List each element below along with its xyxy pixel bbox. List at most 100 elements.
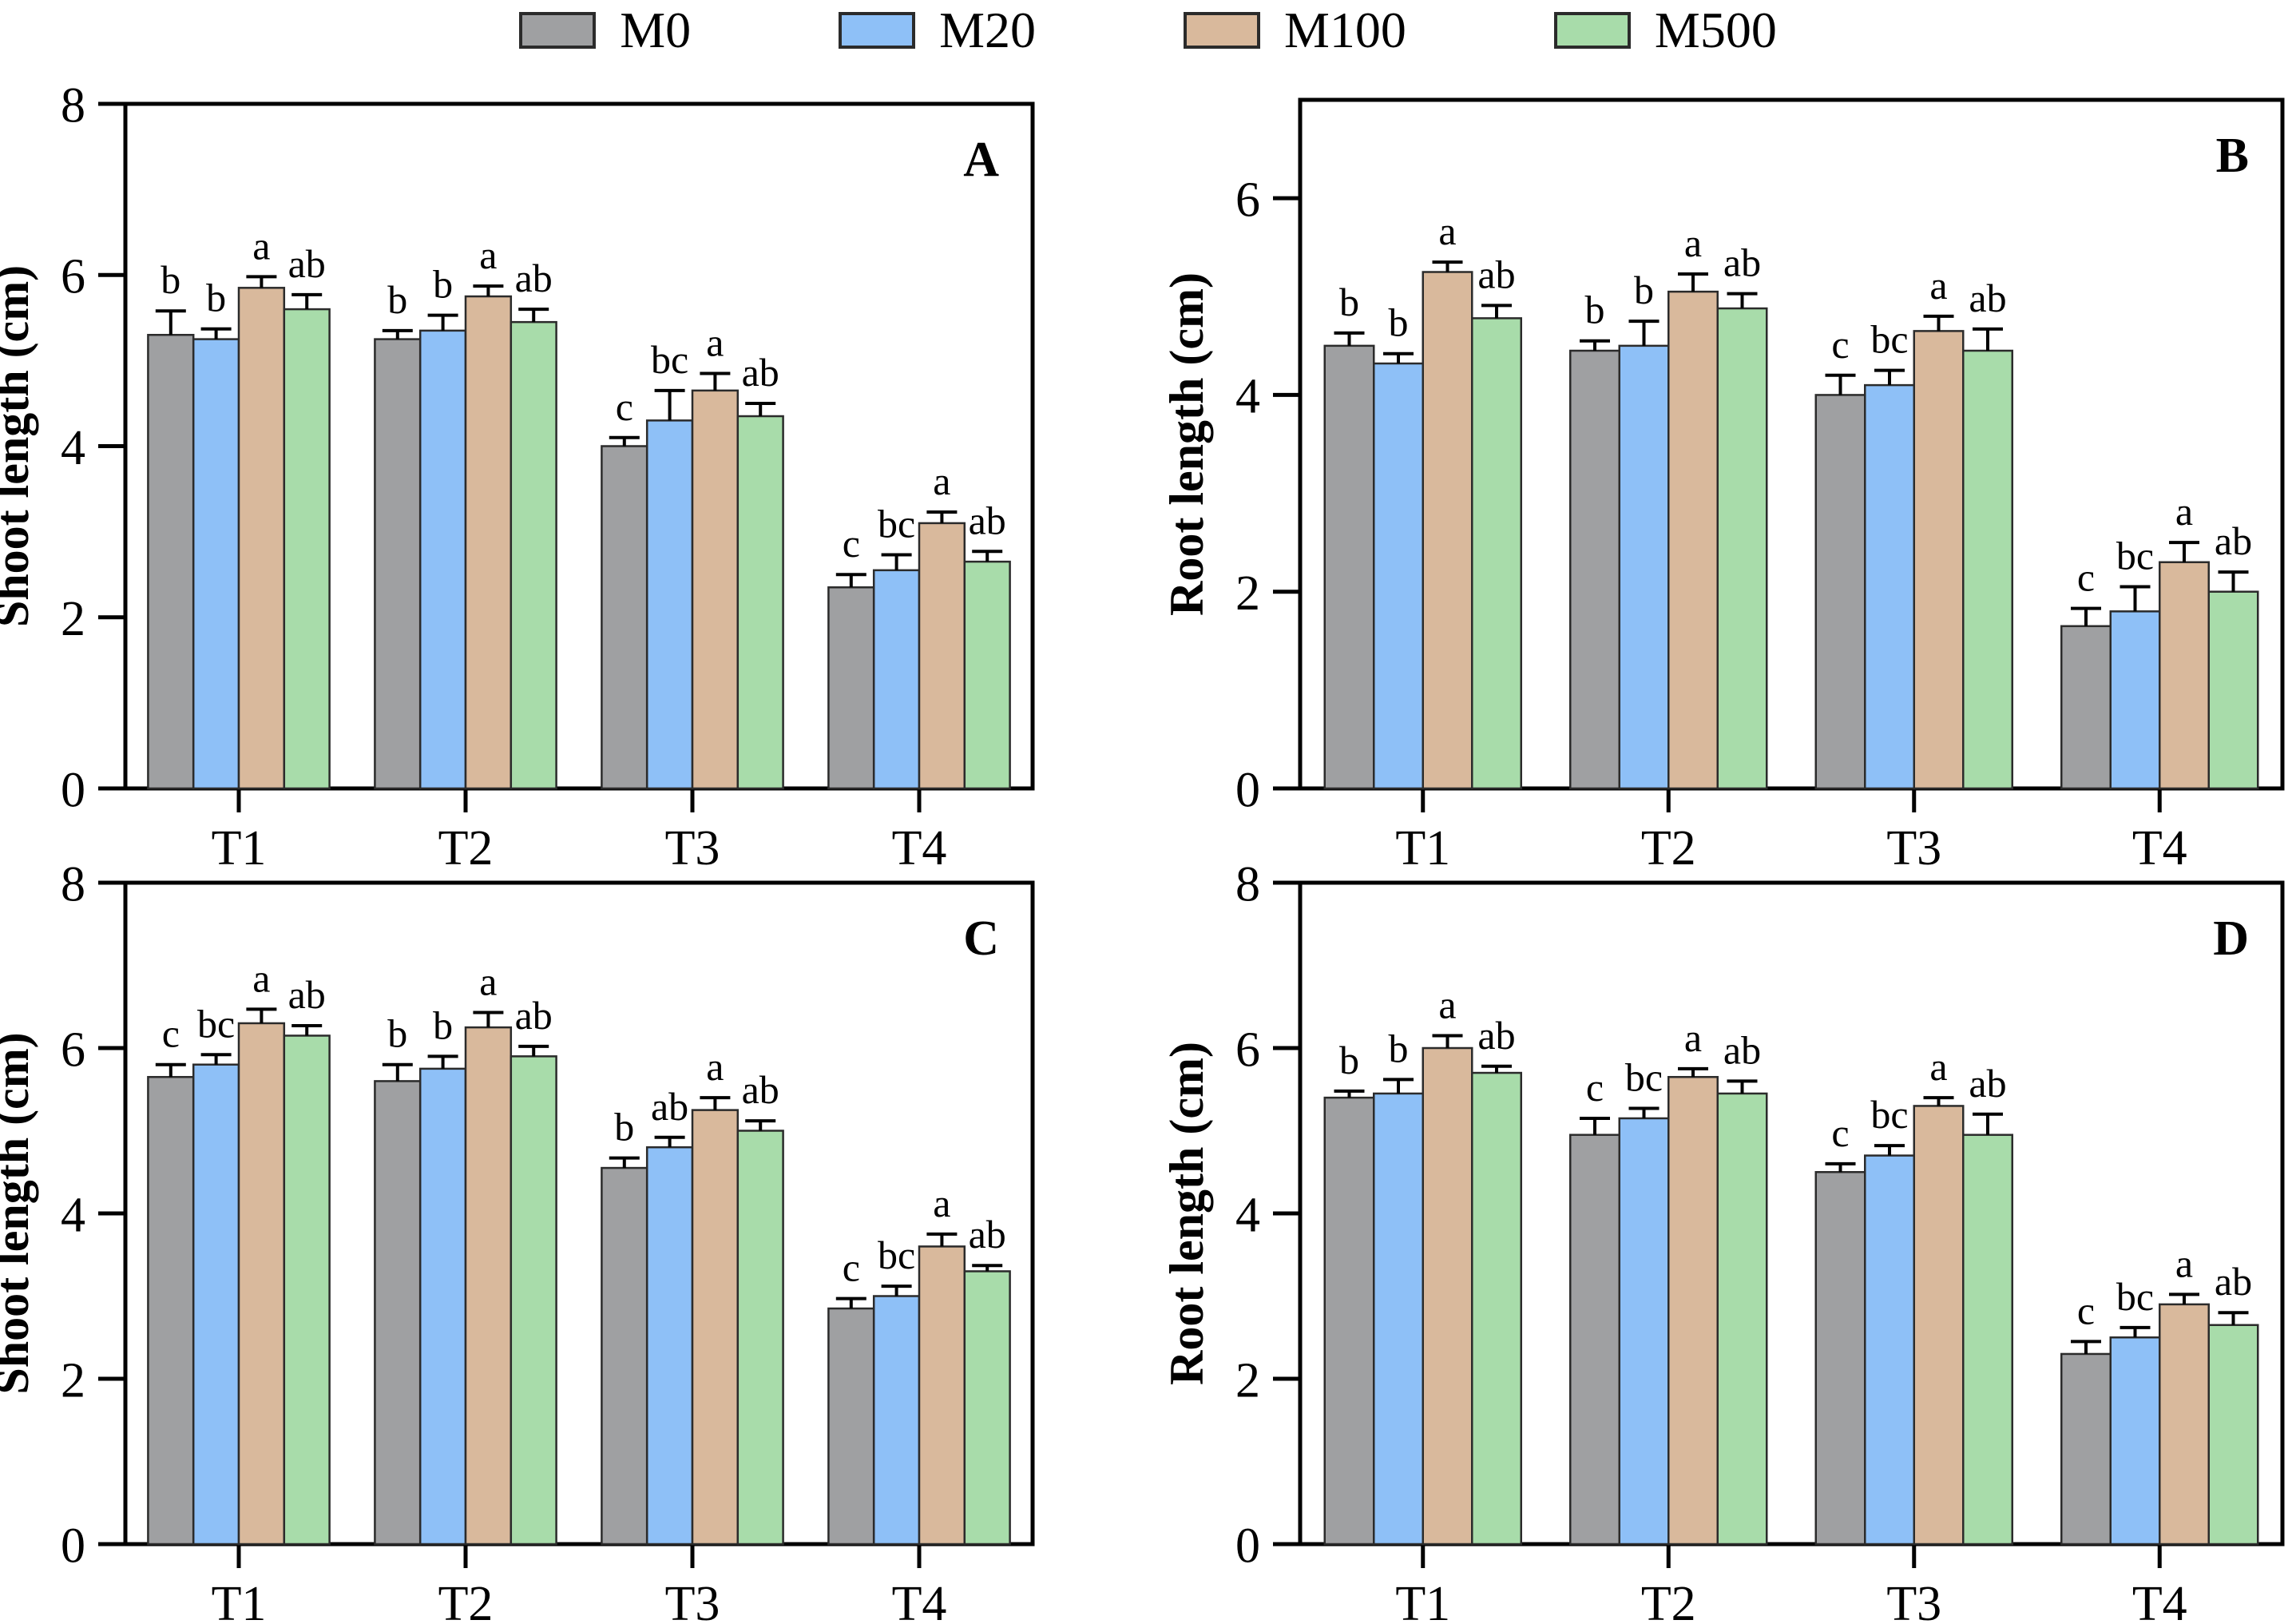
significance-letter: ab: [1723, 1027, 1761, 1072]
y-tick-label: 4: [1235, 1188, 1260, 1242]
y-tick-label: 4: [61, 1188, 85, 1242]
y-tick-label: 4: [1235, 370, 1260, 424]
bar-M100-T4: [2159, 1303, 2210, 1546]
significance-letter: a: [1929, 263, 1947, 308]
significance-letter: a: [1684, 220, 1702, 265]
y-tick-label: 6: [1235, 1022, 1260, 1077]
bar-M20-T2: [1618, 1117, 1670, 1546]
legend-label: M100: [1284, 2, 1406, 58]
bar-M100-T4: [2159, 561, 2210, 790]
bar-M0-T1: [1323, 1096, 1375, 1546]
bar-M0-T1: [147, 1075, 195, 1546]
bar-M500-T4: [963, 560, 1011, 790]
bar-M500-T4: [963, 1270, 1011, 1546]
legend-item-M20: M20: [839, 5, 1036, 56]
significance-letter: b: [614, 1105, 634, 1150]
bar-M0-T2: [1569, 349, 1620, 790]
bar-M0-T4: [2060, 1352, 2112, 1546]
bar-M20-T2: [1618, 344, 1670, 790]
significance-letter: c: [1831, 322, 1849, 367]
panel-letter: C: [963, 911, 999, 966]
y-axis-title: Shoot length (cm): [0, 265, 38, 627]
significance-letter: b: [1389, 1026, 1409, 1070]
x-tick-label: T3: [1886, 821, 1941, 876]
bar-M100-T1: [237, 1022, 286, 1546]
bar-M100-T3: [1913, 330, 1965, 790]
significance-letter: b: [1389, 300, 1409, 345]
significance-letter: ab: [742, 350, 779, 395]
bar-M20-T1: [192, 1063, 240, 1546]
x-tick-label: T1: [1395, 1577, 1450, 1624]
y-tick-label: 6: [1235, 173, 1260, 227]
bar-M100-T1: [237, 287, 286, 790]
significance-letter: a: [933, 1181, 950, 1225]
x-tick-label: T1: [212, 821, 267, 876]
bar-M0-T2: [374, 1080, 422, 1546]
y-tick-label: 0: [61, 1519, 85, 1573]
plot-border: [1298, 97, 2285, 791]
legend-item-M100: M100: [1184, 5, 1406, 56]
bar-M500-T2: [1716, 307, 1768, 790]
bar-M500-T4: [2207, 1324, 2259, 1546]
significance-letter: ab: [742, 1067, 779, 1112]
bar-M500-T1: [1471, 317, 1522, 790]
x-tick-label: T3: [1886, 1577, 1941, 1624]
significance-letter: a: [1929, 1044, 1947, 1089]
legend-label: M500: [1654, 2, 1777, 58]
y-axis-title: Root length (cm): [1160, 1042, 1213, 1385]
significance-letter: b: [206, 276, 226, 320]
significance-letter: bc: [2116, 534, 2154, 578]
bar-M20-T4: [872, 1295, 921, 1546]
legend: M0 M20 M100 M500: [0, 5, 2296, 56]
significance-letter: c: [1586, 1065, 1604, 1110]
bar-M20-T4: [2109, 1336, 2161, 1546]
significance-letter: ab: [969, 498, 1006, 542]
significance-letter: b: [1634, 268, 1654, 312]
y-tick-label: 8: [1235, 857, 1260, 911]
significance-letter: bc: [878, 502, 915, 546]
legend-swatch-M500: [1553, 12, 1631, 49]
bar-M0-T3: [601, 445, 648, 790]
significance-letter: ab: [969, 1212, 1006, 1257]
significance-letter: a: [933, 459, 950, 503]
bar-M100-T3: [691, 389, 740, 790]
bar-M500-T2: [510, 320, 557, 790]
significance-letter: b: [1339, 1038, 1359, 1082]
bar-M500-T1: [283, 308, 331, 790]
bar-M20-T2: [418, 1067, 467, 1546]
significance-letter: ab: [515, 256, 553, 300]
bar-M100-T1: [1422, 271, 1473, 790]
legend-swatch-M0: [519, 12, 597, 49]
bar-M20-T4: [2109, 610, 2161, 790]
significance-letter: b: [433, 262, 453, 307]
bar-M0-T3: [1814, 394, 1866, 790]
x-tick-label: T4: [892, 821, 947, 876]
bar-M20-T3: [645, 419, 694, 790]
bar-M20-T4: [872, 569, 921, 790]
significance-letter: ab: [515, 993, 553, 1038]
panel-letter: A: [963, 133, 999, 187]
bar-M100-T4: [918, 522, 966, 790]
panel-letter: B: [2216, 129, 2249, 183]
bar-M20-T2: [418, 329, 467, 790]
significance-letter: ab: [1969, 1061, 2006, 1106]
significance-letter: a: [1438, 982, 1456, 1026]
x-tick-label: T2: [438, 821, 494, 876]
x-tick-label: T4: [2132, 821, 2187, 876]
bar-M100-T1: [1422, 1046, 1473, 1546]
significance-letter: a: [2175, 489, 2193, 534]
y-tick-label: 8: [61, 78, 85, 133]
y-tick-label: 2: [1235, 566, 1260, 621]
significance-letter: ab: [2215, 518, 2252, 563]
significance-letter: a: [479, 959, 497, 1003]
significance-letter: bc: [1870, 317, 1908, 362]
x-tick-label: T4: [892, 1577, 947, 1624]
significance-letter: bc: [1870, 1092, 1908, 1137]
y-tick-label: 2: [61, 1353, 85, 1408]
significance-letter: bc: [197, 1001, 235, 1046]
x-tick-label: T3: [665, 821, 720, 876]
bar-M0-T1: [1323, 344, 1375, 790]
bar-M500-T3: [1962, 1134, 2013, 1546]
